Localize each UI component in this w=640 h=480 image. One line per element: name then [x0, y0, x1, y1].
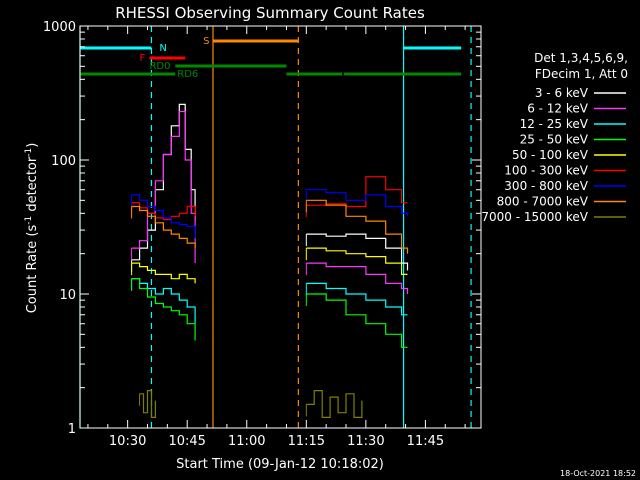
axes: 10:30 10:45 11:00 11:15 11:30 11:45 1 10 100 1000	[43, 20, 482, 449]
x-tick-label-4: 11:30	[347, 434, 384, 449]
series-1-seg2	[306, 262, 409, 294]
series-0-seg2	[306, 233, 409, 271]
y-axis-label: Count Rate (s-1 detector-1)	[24, 143, 40, 314]
y-axis-label-part2: detector	[25, 156, 40, 216]
series-5-seg1	[131, 202, 196, 221]
x-tick-label-5: 11:45	[407, 434, 444, 449]
series-6-seg2	[306, 189, 409, 217]
x-tick-label-1: 10:45	[168, 434, 205, 449]
legend-label-7: 800 - 7000 keV	[497, 195, 589, 209]
timestamp: 18-Oct-2021 18:52	[560, 469, 636, 478]
y-tick-label-1: 10	[59, 288, 76, 303]
y-tick-label-2: 100	[51, 154, 76, 169]
flag-label-s: S	[203, 36, 209, 47]
series-2-seg2	[306, 282, 408, 316]
series-4-seg2	[306, 247, 408, 275]
series-2-seg1	[131, 278, 196, 324]
x-axis-label: Start Time (09-Jan-12 10:18:02)	[176, 457, 384, 472]
y-axis-label-part3: )	[25, 143, 40, 148]
y-axis-label-sup2: -1	[24, 148, 34, 157]
series-4-seg1	[131, 262, 196, 284]
y-tick-label-3: 1000	[43, 20, 76, 35]
legend-header-line-2: FDecim 1, Att 0	[535, 67, 628, 81]
series-6-seg1	[131, 194, 196, 239]
y-tick-label-0: 1	[68, 422, 76, 437]
axes-frame	[79, 25, 482, 429]
legend: Det 1,3,4,5,6,9, FDecim 1, Att 0 3 - 6 k…	[481, 51, 628, 224]
legend-label-5: 100 - 300 keV	[504, 164, 588, 178]
x-tick-label-0: 10:30	[109, 434, 146, 449]
legend-label-8: 7000 - 15000 keV	[481, 210, 588, 224]
flag-label-f: F	[140, 53, 146, 64]
legend-label-0: 3 - 6 keV	[535, 86, 589, 100]
y-axis-label-sup1: -1	[24, 216, 34, 225]
legend-header-line-1: Det 1,3,4,5,6,9,	[534, 51, 628, 65]
series-1-seg1	[131, 110, 196, 264]
chart-title: RHESSI Observing Summary Count Rates	[115, 4, 425, 22]
legend-label-2: 12 - 25 keV	[520, 117, 589, 131]
x-tick-label-2: 11:00	[228, 434, 265, 449]
y-axis-label-part1: Count Rate (s	[25, 225, 40, 314]
series-7-seg1	[131, 205, 196, 249]
series-3-seg1	[131, 278, 196, 341]
flag-label-rd6: RD6	[177, 69, 198, 80]
series-8-seg1	[139, 390, 156, 418]
plot-area: N F S RD0 RD6	[79, 26, 472, 428]
x-tick-label-3: 11:15	[288, 434, 325, 449]
series-8-seg2	[306, 390, 363, 418]
legend-label-4: 50 - 100 keV	[512, 148, 589, 162]
series-3-seg2	[306, 293, 408, 348]
legend-label-1: 6 - 12 keV	[527, 102, 589, 116]
legend-label-6: 300 - 800 keV	[504, 179, 588, 193]
flag-label-n: N	[159, 43, 166, 54]
flag-label-rd0: RD0	[149, 61, 170, 72]
legend-label-3: 25 - 50 keV	[520, 133, 589, 147]
series-7-seg2	[306, 199, 409, 254]
series-5-seg2	[306, 176, 408, 208]
